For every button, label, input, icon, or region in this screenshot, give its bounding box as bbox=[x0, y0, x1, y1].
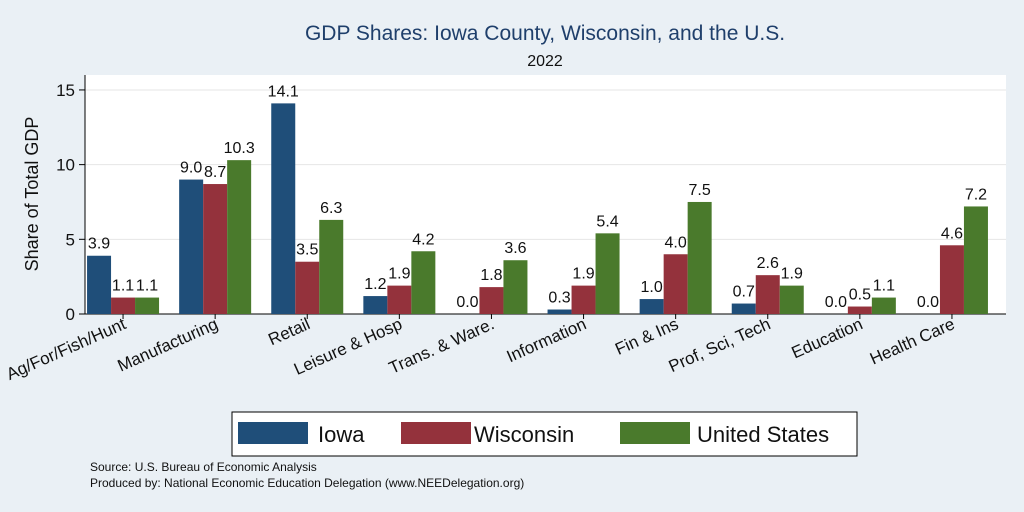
bar-iowa bbox=[87, 255, 112, 314]
bar-united-states bbox=[503, 260, 528, 314]
y-tick-label: 0 bbox=[66, 305, 75, 324]
chart-title: GDP Shares: Iowa County, Wisconsin, and … bbox=[305, 22, 785, 45]
bar-wisconsin bbox=[847, 306, 872, 314]
data-label: 4.6 bbox=[941, 225, 963, 242]
bar-wisconsin bbox=[663, 254, 688, 314]
bar-iowa bbox=[179, 179, 204, 314]
bar-united-states bbox=[227, 160, 252, 314]
bar-wisconsin bbox=[387, 285, 412, 314]
bar-wisconsin bbox=[295, 261, 320, 314]
legend-label: Wisconsin bbox=[474, 422, 574, 447]
bar-united-states bbox=[411, 251, 436, 314]
category-label: Education bbox=[789, 314, 866, 362]
data-label: 3.9 bbox=[88, 236, 110, 253]
data-label: 6.3 bbox=[320, 200, 342, 217]
data-label: 5.4 bbox=[596, 213, 618, 230]
data-label: 9.0 bbox=[180, 160, 202, 177]
category-label: Prof, Sci, Tech bbox=[666, 314, 774, 376]
bar-iowa bbox=[271, 103, 296, 314]
category-label: Trans. & Ware. bbox=[386, 314, 497, 377]
bar-wisconsin bbox=[755, 275, 780, 314]
legend-label: Iowa bbox=[318, 422, 365, 447]
data-label: 1.9 bbox=[781, 266, 803, 283]
data-label: 1.0 bbox=[641, 279, 663, 296]
bar-united-states bbox=[319, 219, 344, 314]
bar-united-states bbox=[687, 201, 712, 314]
category-label: Ag/For/Fish/Hunt bbox=[4, 314, 129, 384]
data-label: 4.2 bbox=[412, 231, 434, 248]
data-label: 0.0 bbox=[456, 294, 478, 311]
bar-iowa bbox=[547, 309, 572, 314]
legend-swatch-iowa bbox=[238, 422, 308, 444]
bar-wisconsin bbox=[111, 297, 136, 314]
data-label: 1.9 bbox=[572, 266, 594, 283]
data-label: 0.0 bbox=[825, 294, 847, 311]
data-label: 3.6 bbox=[504, 240, 526, 257]
category-label: Health Care bbox=[867, 314, 958, 368]
bar-wisconsin bbox=[203, 184, 228, 314]
bar-wisconsin bbox=[479, 287, 504, 314]
y-axis-label: Share of Total GDP bbox=[22, 117, 42, 272]
bar-united-states bbox=[779, 285, 804, 314]
bar-wisconsin bbox=[939, 245, 964, 314]
data-label: 14.1 bbox=[268, 83, 299, 100]
data-label: 7.2 bbox=[965, 186, 987, 203]
bar-united-states bbox=[135, 297, 160, 314]
data-label: 4.0 bbox=[665, 234, 687, 251]
bar-united-states bbox=[595, 233, 620, 314]
bar-iowa bbox=[363, 296, 388, 314]
data-label: 1.1 bbox=[112, 278, 134, 295]
category-label: Fin & Ins bbox=[612, 314, 681, 359]
data-label: 1.1 bbox=[873, 278, 895, 295]
data-label: 7.5 bbox=[689, 182, 711, 199]
data-label: 8.7 bbox=[204, 164, 226, 181]
data-label: 10.3 bbox=[224, 140, 255, 157]
legend-swatch-wisconsin bbox=[401, 422, 471, 444]
data-label: 1.2 bbox=[364, 276, 386, 293]
data-label: 0.7 bbox=[733, 284, 755, 301]
source-note: Source: U.S. Bureau of Economic Analysis bbox=[90, 460, 317, 474]
bar-united-states bbox=[963, 206, 988, 314]
data-label: 0.3 bbox=[548, 290, 570, 307]
bar-united-states bbox=[871, 297, 896, 314]
data-label: 1.1 bbox=[136, 278, 158, 295]
category-label: Retail bbox=[265, 314, 312, 349]
legend-label: United States bbox=[697, 422, 829, 447]
data-label: 3.5 bbox=[296, 242, 318, 259]
y-tick-label: 15 bbox=[56, 81, 75, 100]
y-tick-label: 5 bbox=[66, 230, 75, 249]
y-tick-label: 10 bbox=[56, 156, 75, 175]
category-label: Manufacturing bbox=[115, 314, 221, 375]
data-label: 1.8 bbox=[480, 267, 502, 284]
bar-iowa bbox=[731, 303, 756, 314]
data-label: 0.0 bbox=[917, 294, 939, 311]
bar-wisconsin bbox=[571, 285, 596, 314]
category-label: Information bbox=[504, 314, 589, 366]
data-label: 1.9 bbox=[388, 266, 410, 283]
produced-by-note: Produced by: National Economic Education… bbox=[90, 476, 524, 490]
bar-iowa bbox=[639, 299, 664, 314]
data-label: 2.6 bbox=[757, 255, 779, 272]
chart-subtitle: 2022 bbox=[527, 53, 563, 70]
legend-swatch-united-states bbox=[620, 422, 690, 444]
data-label: 0.5 bbox=[849, 287, 871, 304]
legend-box bbox=[231, 411, 858, 457]
